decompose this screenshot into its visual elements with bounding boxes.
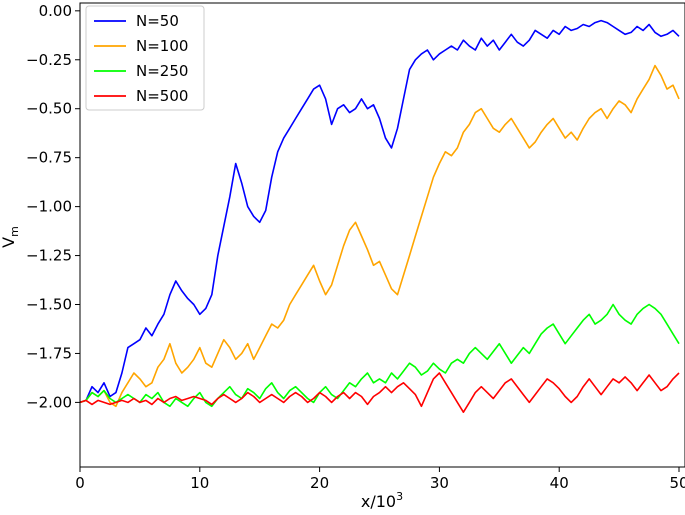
x-tick-label: 40 <box>550 474 569 492</box>
plot-frame <box>79 2 685 468</box>
legend-label-2: N=100 <box>136 37 188 55</box>
y-tick-label: −0.75 <box>26 149 72 167</box>
series-line-1 <box>79 19 680 404</box>
legend-label-3: N=250 <box>136 62 188 80</box>
x-axis: 0 10 20 30 40 50 <box>75 467 685 492</box>
y-tick-label: −0.50 <box>26 100 72 118</box>
x-tick-label: 10 <box>190 474 209 492</box>
y-axis-label: Vm <box>0 226 21 248</box>
legend-label-1: N=50 <box>136 12 179 30</box>
series-line-2 <box>79 64 680 408</box>
y-tick-label: −0.25 <box>26 51 72 69</box>
y-tick-label: −1.25 <box>26 247 72 265</box>
legend-box <box>85 5 205 111</box>
y-tick-label: −1.50 <box>26 296 72 314</box>
y-tick-label: −2.00 <box>26 393 72 411</box>
legend-label-4: N=500 <box>136 87 188 105</box>
y-tick-label: −1.00 <box>26 198 72 216</box>
x-tick-label: 20 <box>310 474 329 492</box>
x-axis-label: x/103 <box>361 490 403 511</box>
y-tick-label: −1.75 <box>26 344 72 362</box>
y-tick-label: 0.00 <box>39 2 72 20</box>
series-line-4 <box>79 372 680 413</box>
x-tick-label: 50 <box>669 474 685 492</box>
y-axis: 0.00 −0.25 −0.50 −0.75 −1.00 −1.25 −1.50 −1.75 −… <box>26 2 80 411</box>
x-tick-label: 0 <box>75 474 85 492</box>
series-lines <box>79 19 680 413</box>
series-line-3 <box>79 303 680 408</box>
x-tick-label: 30 <box>430 474 449 492</box>
legend: N=50 N=100 N=250 N=500 <box>85 5 205 111</box>
